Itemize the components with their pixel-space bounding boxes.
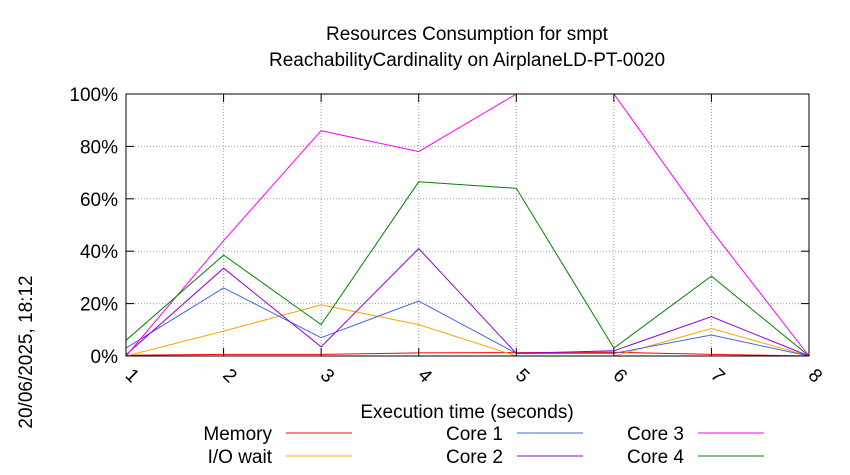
x-axis-label: Execution time (seconds) [360, 402, 573, 423]
timestamp-label: 20/06/2025, 18:12 [16, 275, 37, 428]
legend-label-memory: Memory [203, 424, 272, 445]
x-tick-label: 5 [511, 365, 533, 387]
series-line-memory [125, 351, 810, 357]
legend-label-core-4: Core 4 [627, 447, 684, 468]
x-axis: 1 2 3 4 5 6 7 8 [121, 94, 826, 388]
y-tick-label: 80% [80, 137, 118, 158]
x-tick-label: 1 [121, 365, 143, 387]
chart-title-line-2: ReachabilityCardinality on AirplaneLD-PT… [269, 50, 665, 71]
x-tick-label: 3 [316, 365, 338, 387]
x-tick-label: 2 [218, 365, 240, 387]
plot-frame [125, 93, 810, 357]
x-tick-label: 6 [609, 365, 631, 387]
y-tick-label: 100% [69, 85, 118, 106]
x-tick-label: 8 [804, 365, 826, 387]
series-line-core-3 [125, 93, 810, 357]
y-tick-label: 20% [80, 295, 118, 316]
legend-label-i-o-wait: I/O wait [208, 447, 273, 468]
y-tick-label: 40% [80, 242, 118, 263]
x-tick-label: 7 [706, 365, 728, 387]
chart-title-line-1: Resources Consumption for smpt [326, 24, 609, 45]
y-tick-label: 0% [91, 347, 119, 368]
series-lines [125, 93, 810, 357]
series-line-i-o-wait [125, 304, 810, 357]
series-line-core-1 [125, 287, 810, 357]
series-line-core-4 [125, 181, 810, 357]
x-tick-label: 4 [413, 365, 436, 388]
legend-label-core-2: Core 2 [446, 447, 503, 468]
y-axis: 0% 20% 40% 60% 80% 100% [69, 85, 809, 368]
grid [126, 94, 809, 356]
series-line-core-2 [125, 247, 810, 357]
y-tick-label: 60% [80, 190, 118, 211]
legend-label-core-1: Core 1 [446, 424, 503, 445]
legend-label-core-3: Core 3 [627, 424, 684, 445]
